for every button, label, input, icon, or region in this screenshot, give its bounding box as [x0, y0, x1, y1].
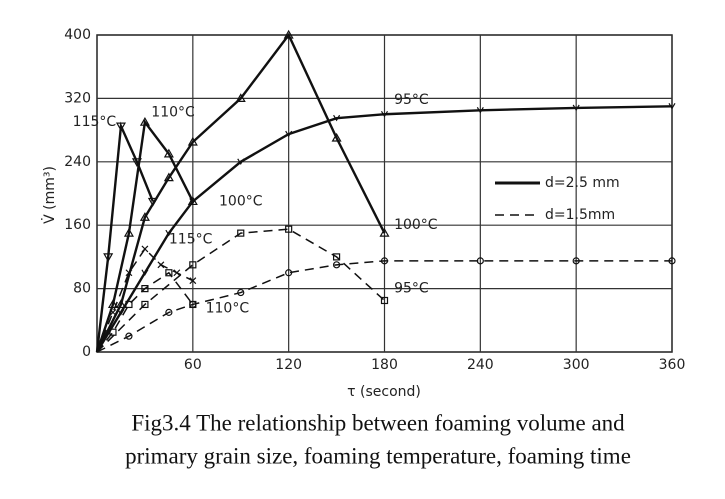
marker [237, 158, 245, 165]
marker [125, 300, 133, 309]
marker [237, 288, 245, 297]
series-line [95, 119, 194, 353]
marker [285, 130, 293, 138]
series-label: 95°C [394, 281, 429, 297]
marker [189, 300, 197, 309]
marker [668, 257, 676, 265]
marker [380, 257, 389, 265]
marker [380, 296, 389, 305]
marker [157, 261, 165, 269]
series-line [96, 260, 672, 353]
marker [235, 93, 246, 102]
legend-label: d=2.5 mm [545, 175, 620, 191]
y-tick-label: 240 [64, 154, 91, 170]
marker [103, 253, 114, 263]
marker [476, 257, 484, 265]
marker [332, 261, 341, 269]
marker [379, 227, 390, 237]
series-label: 95°C [394, 92, 429, 108]
y-tick-label: 160 [64, 217, 91, 233]
marker [165, 229, 173, 237]
marker [165, 269, 173, 277]
marker [115, 122, 126, 132]
x-tick-label: 240 [467, 357, 494, 373]
marker [107, 299, 119, 309]
marker [572, 104, 580, 112]
marker [237, 229, 245, 237]
y-tick-label: 0 [82, 344, 91, 360]
legend-label: d=1.5mm [545, 207, 615, 223]
series-label: 115°C [169, 231, 213, 247]
marker [141, 269, 149, 276]
marker [125, 269, 133, 277]
marker [123, 227, 134, 237]
marker [668, 103, 676, 110]
series-line [95, 121, 155, 353]
marker [141, 300, 149, 309]
marker [173, 269, 181, 277]
marker [139, 116, 150, 126]
y-axis-label: V̇ (mm³) [41, 166, 58, 224]
series-line [96, 228, 386, 353]
marker [476, 106, 484, 114]
series-line [96, 247, 194, 353]
x-tick-label: 360 [659, 357, 686, 373]
marker [117, 309, 125, 316]
series-label: 115°C [73, 114, 117, 130]
marker [189, 261, 197, 269]
y-tick-label: 80 [73, 281, 91, 297]
marker [333, 114, 341, 122]
x-tick-label: 60 [184, 357, 202, 373]
x-axis-label: τ (second) [347, 384, 421, 400]
marker [189, 277, 197, 285]
series-label: 100°C [219, 193, 263, 209]
marker [285, 225, 293, 233]
marker [332, 253, 341, 261]
marker [380, 110, 389, 118]
marker [163, 172, 174, 182]
series-label: 110°C [206, 300, 250, 316]
caption-line: primary grain size, foaming temperature,… [125, 443, 631, 468]
marker [285, 269, 293, 277]
x-tick-label: 300 [563, 357, 590, 373]
marker [115, 299, 126, 309]
marker [141, 245, 149, 253]
series-label: 110°C [151, 105, 195, 121]
series-label: 100°C [394, 217, 438, 233]
marker [109, 308, 117, 316]
caption-line: Fig3.4 The relationship between foaming … [131, 410, 625, 435]
marker [187, 136, 198, 146]
y-tick-label: 320 [64, 90, 91, 106]
marker [189, 198, 197, 205]
x-tick-label: 120 [275, 357, 302, 373]
y-tick-label: 400 [64, 27, 91, 43]
marker [331, 132, 342, 142]
marker [572, 257, 580, 265]
marker [163, 148, 174, 158]
marker [141, 285, 149, 293]
marker [283, 29, 294, 39]
series-line [95, 32, 386, 353]
x-tick-label: 180 [371, 357, 398, 373]
series-line [95, 105, 673, 353]
marker [165, 308, 173, 316]
marker [125, 332, 133, 340]
marker [139, 212, 150, 221]
